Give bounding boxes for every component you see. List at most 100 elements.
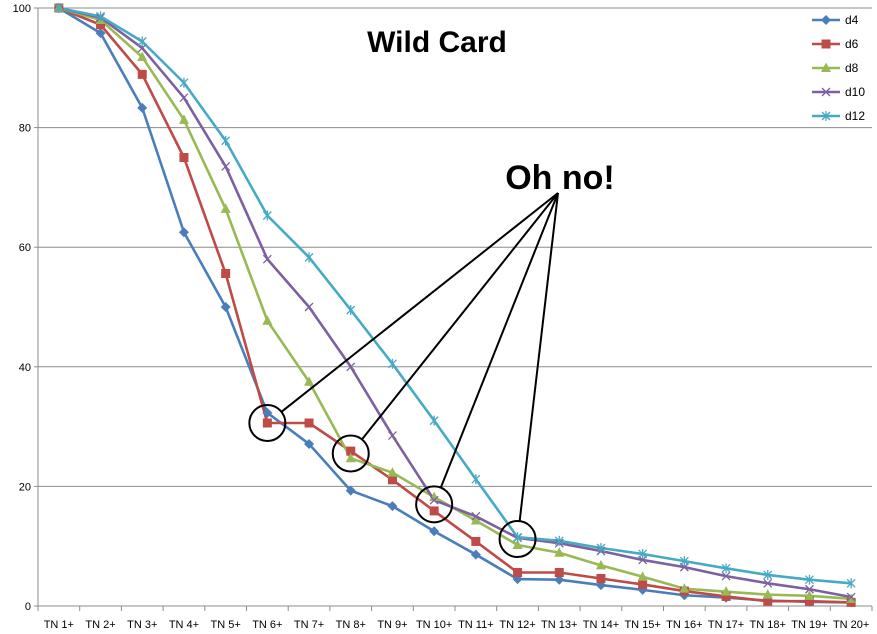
annotation-pointer [439,192,559,488]
annotation-circle [248,404,287,443]
d8-marker [595,559,606,570]
d6-marker [554,568,564,578]
d4-marker [304,438,315,449]
d8-marker [387,467,398,477]
d12-marker [96,11,106,22]
x-tick-label: TN 1+ [44,619,74,631]
d10-marker [387,431,397,441]
d10-markers [54,3,856,602]
d4-marker [387,501,398,512]
d12-marker [137,36,147,47]
d12-marker [804,574,814,585]
d12-marker [54,3,64,13]
d10-marker [137,43,147,53]
legend-d8-marker [821,62,831,72]
d6-marker [346,446,356,456]
d4-marker [554,574,565,585]
d10-marker [346,362,356,372]
d6-marker [137,69,147,79]
annotation-circle [415,485,454,524]
d6-marker [638,579,648,589]
d12-marker [638,548,648,559]
x-axis-ticks: TN 1+ TN 2+ TN 3+ TN 4+ TN 5+ TN 6+ TN 7+ TN 8+… [44,619,870,631]
y-tick-label: 60 [19,242,31,254]
d6-marker [96,20,106,30]
d6-marker [179,153,189,162]
d10-marker [471,511,481,521]
d8-marker [470,514,481,525]
d12-marker [554,535,564,546]
d12-markers [54,3,856,589]
d6-line [58,6,852,604]
d12-line [58,6,852,585]
d6-markers [54,3,856,607]
y-axis-ticks: 0 20 40 60 80 100 [13,3,31,613]
y-tick-label: 0 [25,601,31,613]
d4-marker [178,227,189,238]
d4-marker [95,28,106,39]
d6-marker [804,596,814,606]
x-tick-label: TN 5+ [211,619,241,631]
x-tick-label: TN 19+ [791,619,827,631]
d8-marker [262,315,273,325]
d6-marker [471,536,481,546]
d12-marker [221,135,231,146]
d8-marker [762,589,773,599]
x-tick-label: TN 10+ [416,619,452,631]
d8-marker [220,203,231,213]
d10-marker [179,93,189,103]
d10-marker [429,495,439,505]
d12-marker [179,77,189,88]
d10-marker [846,592,856,602]
d4-markers [53,3,857,608]
d8-markers [53,2,857,603]
x-tick-label: TN 15+ [624,619,660,631]
d10-marker [304,302,314,312]
x-tick-label: TN 3+ [127,619,157,631]
x-tick-label: TN 17+ [708,619,744,631]
y-tick-label: 40 [19,362,31,374]
d8-marker [804,590,815,600]
x-tick-label: TN 2+ [85,619,115,631]
legend-d4-marker [821,15,831,25]
d6-marker [429,506,439,516]
d12-marker [304,252,314,263]
annotation-callouts [248,192,559,559]
annotation-text: Oh no! [505,159,615,197]
d8-marker [345,452,356,463]
annotation-pointer [280,192,559,413]
legend-label-d6: d6 [845,37,859,51]
d8-marker [178,114,189,124]
d8-marker [679,583,690,593]
y-tick-label: 100 [13,3,31,15]
d6-marker [513,568,523,578]
d12-marker [846,578,856,589]
d8-marker [512,539,523,550]
x-tick-label: TN 13+ [541,619,577,631]
series-lines [58,6,852,604]
annotation-circle [331,434,370,473]
d8-marker [637,571,648,581]
d4-marker [137,102,148,113]
d6-marker [763,596,773,606]
x-tick-label: TN 16+ [666,619,702,631]
d8-line [58,6,852,601]
d10-marker [221,162,231,171]
d4-marker [470,549,481,560]
x-tick-label: TN 12+ [499,619,535,631]
legend-d6-marker [821,39,831,49]
d10-marker [763,578,773,588]
d6-marker [387,475,397,485]
d12-marker [387,358,397,369]
d6-marker [221,269,231,279]
d12-marker [471,474,481,485]
d6-marker [304,418,314,428]
d12-marker [721,563,731,574]
x-tick-label: TN 7+ [294,619,324,631]
d4-marker [262,407,273,418]
x-tick-label: TN 11+ [458,619,494,631]
x-tick-label: TN 9+ [377,619,407,631]
y-tick-label: 80 [19,123,31,135]
legend: d4 d6 d8 d10 d12 [812,13,865,123]
legend-label-d8: d8 [845,61,859,75]
